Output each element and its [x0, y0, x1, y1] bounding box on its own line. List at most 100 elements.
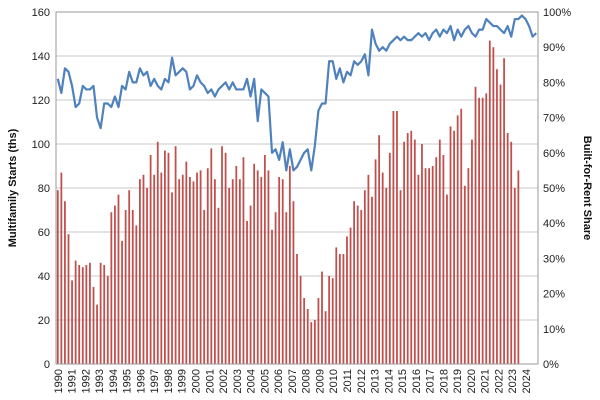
bar [313, 320, 316, 364]
bar [374, 159, 377, 364]
bar [288, 166, 291, 364]
left-tick-label: 0 [44, 359, 50, 371]
bar [164, 150, 166, 364]
bar [199, 170, 202, 364]
bar [413, 139, 416, 364]
bar [346, 236, 348, 364]
bar [478, 97, 480, 365]
bar [503, 58, 505, 364]
x-tick-label: 1992 [80, 369, 92, 393]
bar [474, 86, 477, 365]
bar [506, 133, 509, 364]
bar [378, 135, 381, 364]
bar [460, 108, 463, 364]
x-tick-label: 2009 [314, 369, 326, 393]
bar [417, 174, 420, 364]
bar [513, 188, 516, 364]
bar [206, 168, 209, 364]
x-tick-label: 2010 [328, 369, 340, 393]
bar [60, 172, 63, 364]
bar [178, 179, 181, 364]
x-tick-label: 2012 [356, 369, 368, 393]
bar [328, 276, 331, 364]
x-tick-label: 2005 [259, 369, 271, 393]
bar [142, 174, 145, 364]
bar [499, 84, 502, 364]
left-tick-label: 120 [32, 95, 50, 107]
right-tick-label: 100% [543, 7, 571, 19]
bar [438, 139, 441, 364]
right-tick-label: 90% [543, 42, 565, 54]
bar [388, 152, 391, 364]
bar [271, 229, 273, 364]
bar [446, 194, 448, 364]
bar [367, 174, 370, 364]
bar [228, 188, 231, 364]
bar [139, 179, 141, 364]
bar [263, 155, 266, 364]
bar [246, 221, 248, 364]
bar [488, 40, 491, 364]
bar [335, 247, 338, 364]
bar [103, 265, 106, 364]
bar [114, 205, 116, 364]
bar [149, 155, 152, 364]
bar [267, 170, 270, 364]
bar [338, 254, 341, 364]
plot-frame [55, 11, 539, 365]
bar [406, 133, 409, 364]
bar [306, 309, 309, 364]
bar [381, 172, 384, 364]
left-tick-label: 140 [32, 51, 50, 63]
x-tick-label: 1993 [94, 369, 106, 393]
bar [156, 141, 159, 364]
bar [463, 185, 466, 364]
bar [71, 280, 73, 364]
right-tick-label: 50% [543, 183, 565, 195]
bar [74, 260, 77, 364]
x-tick-label: 1991 [67, 369, 79, 393]
right-axis-ticks: 0% 10% 20% 30% 40% 50% 60% 70% 80% 90% 100% [543, 7, 571, 371]
bar [110, 212, 113, 364]
bar [92, 287, 95, 364]
bar [235, 166, 238, 364]
bar [189, 177, 191, 364]
x-tick-label: 2019 [452, 369, 464, 393]
bar [67, 234, 70, 364]
x-tick-label: 2023 [507, 369, 519, 393]
bar [392, 111, 395, 364]
bar [210, 148, 213, 364]
bar [421, 144, 423, 364]
bar [403, 141, 406, 364]
bar [221, 146, 223, 364]
bar [185, 161, 188, 364]
bar [410, 130, 413, 364]
left-tick-label: 20 [38, 315, 50, 327]
right-tick-label: 0% [543, 359, 559, 371]
bar [296, 254, 298, 364]
bar [99, 262, 102, 364]
bar [167, 152, 170, 364]
bar [492, 47, 495, 364]
right-tick-label: 30% [543, 253, 565, 265]
bar [85, 265, 88, 364]
bar [349, 227, 352, 364]
x-tick-label: 2004 [246, 369, 258, 393]
bar [303, 298, 306, 364]
x-tick-label: 2024 [521, 369, 533, 393]
x-tick-label: 2015 [397, 369, 409, 393]
bar [106, 276, 109, 364]
bar [281, 179, 284, 364]
x-tick-label: 2003 [232, 369, 244, 393]
bar [292, 201, 295, 364]
bar [435, 157, 438, 364]
bar [253, 163, 256, 364]
bar [203, 210, 206, 364]
right-tick-label: 20% [543, 289, 565, 301]
bar [428, 168, 430, 364]
bar [242, 157, 245, 364]
bar [217, 207, 220, 364]
x-tick-label: 2020 [466, 369, 478, 393]
bar [456, 115, 459, 365]
